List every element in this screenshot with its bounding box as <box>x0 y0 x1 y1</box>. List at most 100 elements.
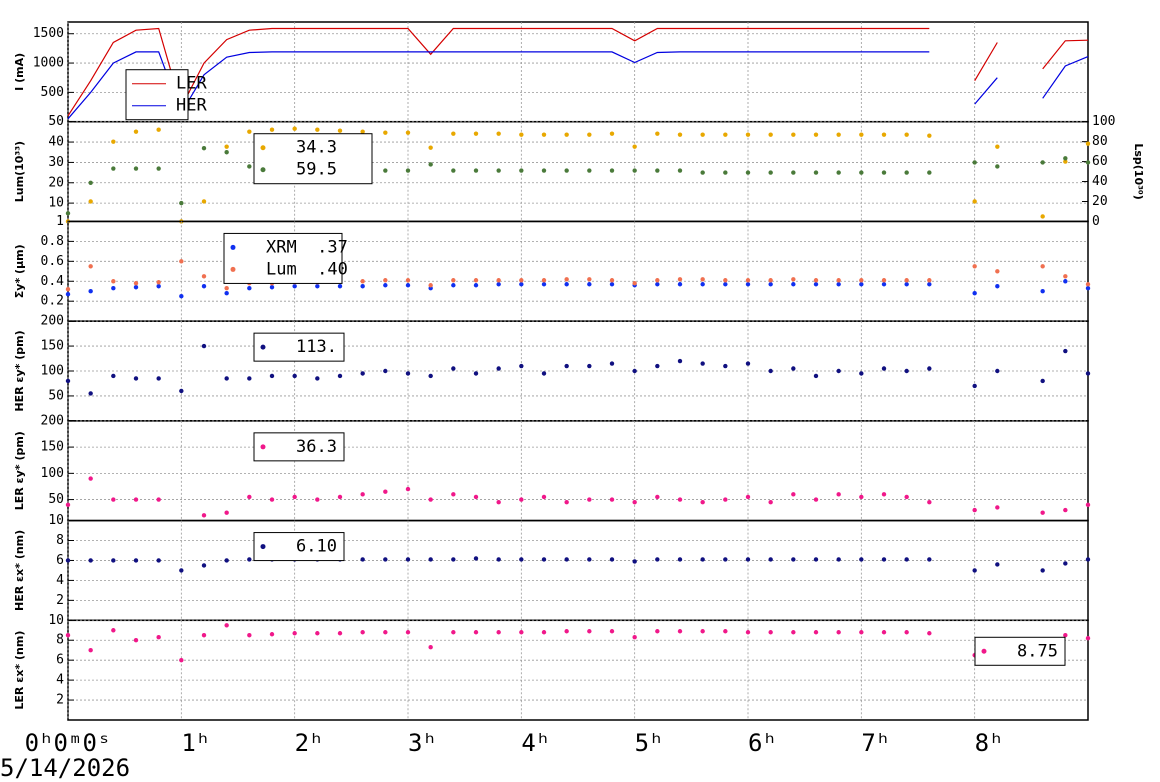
data-point <box>473 283 479 288</box>
data-point <box>337 284 343 289</box>
legend-box <box>253 133 373 185</box>
data-point <box>247 633 252 638</box>
data-point <box>156 376 161 381</box>
legend-label: LER <box>176 74 207 94</box>
data-point <box>496 366 501 371</box>
data-point <box>677 629 683 634</box>
y-tick-label: 2 <box>56 593 64 608</box>
y-tick-label: 0.6 <box>41 254 64 269</box>
data-point <box>156 127 161 132</box>
data-point <box>428 645 433 650</box>
y-axis-label: Lum(10³³) <box>13 141 26 202</box>
data-point <box>927 557 932 562</box>
data-point <box>360 284 365 289</box>
data-point <box>632 559 637 564</box>
data-point <box>791 492 796 497</box>
data-point <box>904 630 909 635</box>
data-point <box>632 144 637 149</box>
data-point <box>564 363 569 369</box>
data-point <box>224 286 229 291</box>
data-point <box>587 363 592 369</box>
data-point <box>609 278 615 283</box>
data-point <box>519 363 524 369</box>
data-point <box>587 557 592 562</box>
data-point <box>995 284 1000 289</box>
legend-box <box>125 69 189 121</box>
x-tick-label: 5ʰ <box>635 729 664 757</box>
y-axis-label: I (mA) <box>13 53 26 91</box>
data-point <box>813 373 819 379</box>
data-point <box>655 363 660 369</box>
data-point <box>111 286 116 291</box>
data-point <box>65 211 71 216</box>
data-point <box>813 170 819 175</box>
legend-box <box>253 532 345 562</box>
data-point <box>791 366 796 371</box>
data-point <box>632 500 637 505</box>
data-point <box>224 291 229 296</box>
data-point <box>564 629 569 634</box>
data-point <box>632 281 637 286</box>
x-tick-label: 1ʰ <box>181 729 210 757</box>
data-point <box>179 200 184 206</box>
data-point <box>972 568 977 573</box>
data-point <box>383 278 388 283</box>
y-axis-label: Σy* (μm) <box>13 244 26 298</box>
data-point <box>405 130 411 135</box>
y-tick-label: 150 <box>41 339 64 354</box>
data-point <box>360 279 365 284</box>
data-point <box>133 558 139 563</box>
data-point <box>881 557 887 562</box>
data-point <box>405 486 411 492</box>
data-point <box>791 557 796 562</box>
data-point <box>745 132 751 137</box>
data-point <box>156 284 161 289</box>
data-point <box>451 131 456 136</box>
y-tick-label: 50 <box>48 492 64 507</box>
data-point <box>179 259 184 264</box>
y-tick-label: 0.2 <box>41 294 64 309</box>
data-point <box>201 145 207 151</box>
data-point <box>179 657 184 663</box>
data-point <box>156 166 161 171</box>
data-point <box>269 497 275 502</box>
y-tick-label: 30 <box>48 155 64 170</box>
data-point <box>632 168 637 173</box>
data-point <box>904 557 909 562</box>
data-point <box>1063 156 1068 161</box>
data-point <box>496 630 501 635</box>
data-point <box>609 629 615 634</box>
data-point <box>451 283 456 288</box>
data-point <box>133 285 139 290</box>
data-point <box>541 168 547 173</box>
data-point <box>1063 561 1068 566</box>
data-point <box>768 132 773 137</box>
data-point <box>609 497 615 502</box>
data-point <box>859 170 864 175</box>
panel-frame <box>67 21 1089 123</box>
data-point <box>179 294 184 299</box>
x-tick-label: 0ʰ0ᵐ0ˢ <box>25 729 112 757</box>
data-point <box>700 557 705 562</box>
data-point <box>88 180 93 185</box>
x-tick-label: 2ʰ <box>295 729 324 757</box>
data-point <box>836 557 841 562</box>
data-point <box>745 170 751 175</box>
legend-label: 8.75 <box>1017 641 1058 661</box>
data-point <box>111 166 116 171</box>
data-point <box>836 368 841 374</box>
data-point <box>972 160 977 165</box>
data-point <box>723 132 728 137</box>
data-point <box>677 358 683 364</box>
legend-swatch <box>260 145 266 151</box>
data-point <box>496 168 501 173</box>
panel-frame <box>67 120 1089 223</box>
data-point <box>791 170 796 175</box>
data-point <box>541 282 547 287</box>
data-point <box>927 133 932 138</box>
data-point <box>813 278 819 283</box>
data-point <box>337 373 343 379</box>
legend-swatch <box>230 266 236 272</box>
data-point <box>927 278 932 283</box>
